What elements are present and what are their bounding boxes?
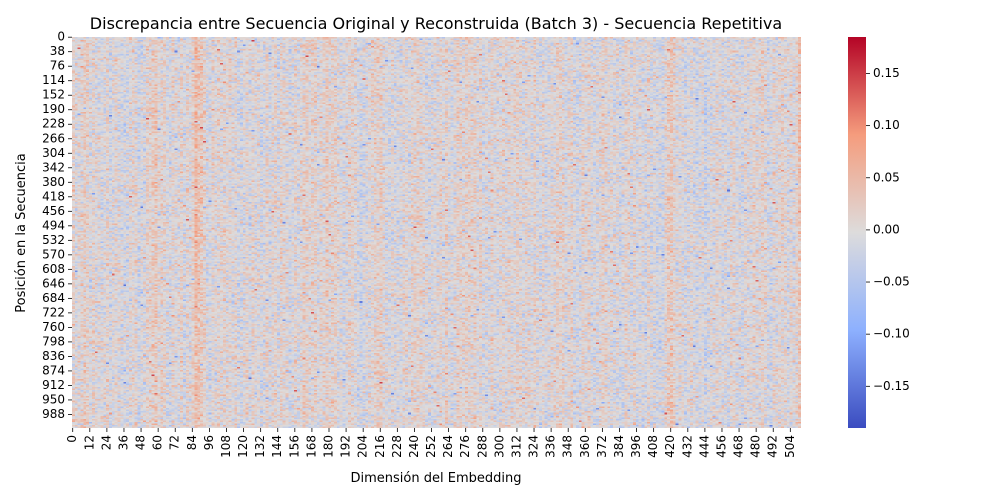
x-tick-label: 156 [287,435,301,458]
colorbar-gradient [848,37,866,428]
x-tick-label: 84 [185,435,199,450]
y-tick-label: 76 [50,59,65,73]
y-tick-label: 608 [42,262,65,276]
y-tick-label: 988 [42,407,65,421]
x-tick-label: 456 [714,435,728,458]
colorbar-tick-label: 0.15 [873,66,900,80]
x-axis-label: Dimensión del Embedding [351,471,522,486]
x-tick-label: 132 [253,435,267,458]
y-tick-label: 684 [42,291,65,305]
y-axis-label: Posición en la Secuencia [14,153,29,312]
x-tick-label: 396 [629,435,643,458]
x-tick-label: 324 [527,435,541,458]
x-tick-label: 480 [749,435,763,458]
x-tick-label: 372 [595,435,609,458]
x-tick-label: 336 [544,435,558,458]
x-tick-label: 360 [578,435,592,458]
heatmap [72,37,801,428]
heatmap-cells [72,37,801,428]
x-tick-label: 168 [304,435,318,458]
y-tick-label: 304 [42,146,65,160]
x-tick-label: 432 [680,435,694,458]
y-tick-label: 114 [42,73,65,87]
y-tick-label: 494 [42,218,65,232]
x-tick-label: 180 [322,435,336,458]
y-tick-label: 912 [42,378,65,392]
x-tick-label: 144 [270,435,284,458]
y-tick-label: 266 [42,131,65,145]
x-tick-label: 264 [441,435,455,458]
x-tick-label: 48 [134,435,148,450]
x-tick-label: 312 [509,435,523,458]
colorbar-tick-label: 0.05 [873,170,900,184]
y-tick-label: 570 [42,247,65,261]
y-tick-label: 418 [42,189,65,203]
x-tick-label: 288 [475,435,489,458]
x-tick-label: 204 [356,435,370,458]
x-tick-label: 252 [424,435,438,458]
x-tick-label: 384 [612,435,626,458]
x-tick-label: 60 [151,435,165,450]
x-tick-label: 300 [492,435,506,458]
x-tick-label: 504 [783,435,797,458]
y-tick-label: 228 [42,117,65,131]
y-tick-label: 950 [42,392,65,406]
y-tick-label: 38 [50,44,65,58]
colorbar-tick-label: −0.15 [873,379,910,393]
y-tick-label: 532 [42,233,65,247]
x-tick-label: 240 [407,435,421,458]
y-tick-label: 0 [57,30,65,44]
x-tick-label: 468 [732,435,746,458]
x-tick-label: 348 [561,435,575,458]
x-tick-label: 24 [99,435,113,450]
colorbar-tick-label: 0.00 [873,222,900,236]
y-tick-label: 836 [42,349,65,363]
x-tick-label: 36 [116,435,130,450]
y-tick-label: 646 [42,276,65,290]
x-tick-label: 420 [663,435,677,458]
y-tick-label: 380 [42,175,65,189]
x-tick-label: 108 [219,435,233,458]
x-tick-label: 216 [373,435,387,458]
x-tick-label: 12 [82,435,96,450]
x-tick-label: 408 [646,435,660,458]
x-tick-label: 276 [458,435,472,458]
colorbar-tick-label: −0.10 [873,327,910,341]
x-tick-label: 96 [202,435,216,450]
y-tick-label: 874 [42,363,65,377]
y-tick-label: 456 [42,204,65,218]
y-tick-label: 190 [42,102,65,116]
x-axis: 0 12 24 36 48 60 72 84 96 108 120 132 144 156 168 180 19… [65,428,797,458]
y-tick-label: 760 [42,320,65,334]
colorbar: −0.15 −0.10 −0.05 0.00 0.05 0.10 0.15 [848,37,910,428]
x-tick-label: 228 [390,435,404,458]
colorbar-tick-label: −0.05 [873,275,910,289]
y-tick-label: 342 [42,160,65,174]
y-axis: 0387611415219022826630434238041845649453… [42,30,72,421]
chart-title: Discrepancia entre Secuencia Original y … [90,14,782,33]
x-tick-label: 444 [697,435,711,458]
x-tick-label: 492 [766,435,780,458]
y-tick-label: 798 [42,334,65,348]
x-tick-label: 72 [168,435,182,450]
y-tick-label: 722 [42,305,65,319]
y-tick-label: 152 [42,88,65,102]
colorbar-tick-label: 0.10 [873,118,900,132]
x-tick-label: 192 [339,435,353,458]
x-tick-label: 120 [236,435,250,458]
x-tick-label: 0 [65,435,79,443]
